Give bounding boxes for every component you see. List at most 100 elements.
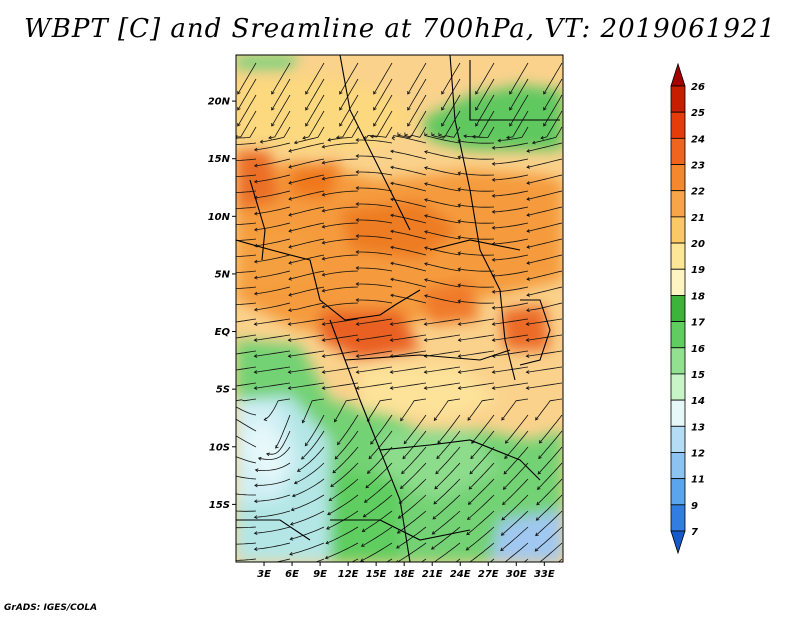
- streamline: [236, 510, 257, 512]
- streamline-arrow: [302, 135, 306, 140]
- streamlines: [220, 62, 563, 582]
- streamline: [288, 366, 325, 373]
- streamline: [433, 542, 461, 562]
- streamline: [271, 94, 291, 127]
- colorbar-label: 25: [691, 108, 705, 119]
- streamline-arrow: [305, 107, 309, 111]
- streamline: [288, 206, 325, 216]
- streamline-arrow: [538, 455, 542, 460]
- streamline-arrow: [304, 442, 309, 447]
- streamline: [254, 270, 291, 279]
- streamline: [509, 78, 529, 111]
- streamline: [328, 126, 359, 141]
- streamline: [254, 366, 291, 373]
- streamline: [322, 174, 359, 180]
- streamline-arrow: [500, 579, 503, 582]
- streamline-arrow: [526, 197, 530, 201]
- streamline: [271, 78, 291, 111]
- streamline-arrow: [475, 123, 479, 127]
- streamline-arrow: [220, 338, 223, 341]
- streamline: [424, 295, 461, 304]
- streamline-arrow: [526, 149, 530, 153]
- streamline-arrow: [423, 322, 428, 326]
- streamline: [400, 462, 427, 489]
- colorbar-label: 14: [691, 396, 705, 407]
- streamline-arrow: [491, 193, 496, 198]
- streamline: [433, 398, 461, 421]
- streamline: [431, 526, 461, 550]
- streamline-arrow: [407, 91, 411, 95]
- streamline-arrow: [506, 135, 510, 140]
- streamline-arrow: [526, 213, 530, 217]
- streamline-arrow: [288, 196, 292, 201]
- streamline: [288, 238, 325, 248]
- streamline-arrow: [253, 291, 258, 296]
- map-panel: [220, 55, 563, 582]
- streamline: [254, 542, 291, 550]
- streamline-arrow: [327, 137, 332, 142]
- streamline-arrow: [362, 513, 367, 518]
- streamline: [492, 286, 529, 293]
- streamline: [326, 510, 359, 530]
- streamline-arrow: [509, 107, 513, 111]
- streamline: [236, 398, 257, 402]
- streamline: [294, 462, 325, 484]
- streamline: [526, 174, 563, 184]
- lon-label: 6E: [285, 569, 299, 580]
- streamline: [322, 158, 359, 164]
- streamline-arrow: [424, 182, 428, 186]
- map-frame: [235, 54, 564, 563]
- streamline-arrow: [535, 517, 540, 521]
- streamline-arrow: [438, 132, 442, 137]
- colorbar-top-arrow: [670, 62, 686, 87]
- streamline-arrow: [253, 515, 258, 520]
- streamline-arrow: [457, 299, 462, 304]
- streamline: [390, 366, 427, 373]
- streamline-arrow: [321, 192, 326, 197]
- streamline: [424, 382, 461, 389]
- colorbar-swatch: [670, 373, 686, 401]
- streamline: [424, 366, 461, 373]
- streamline: [330, 462, 359, 487]
- colorbar-swatch: [670, 478, 686, 506]
- streamline: [526, 286, 563, 296]
- streamline-arrow: [467, 501, 472, 505]
- streamline: [236, 558, 257, 561]
- streamline-arrow: [355, 170, 359, 174]
- streamline-arrow: [263, 417, 268, 422]
- streamline: [356, 299, 393, 304]
- streamline-arrow: [491, 257, 496, 262]
- streamline-arrow: [430, 546, 435, 550]
- streamline: [274, 558, 291, 562]
- streamline-arrow: [491, 338, 496, 342]
- streamline-arrow: [424, 150, 428, 154]
- streamline-arrow: [224, 398, 227, 401]
- streamline-arrow: [321, 370, 326, 374]
- streamline: [390, 150, 427, 160]
- streamline: [424, 167, 461, 176]
- streamline: [526, 222, 563, 232]
- streamline-arrow: [397, 132, 401, 136]
- streamline: [396, 542, 427, 562]
- streamline: [356, 366, 393, 373]
- streamline: [433, 478, 461, 505]
- streamline-arrow: [390, 149, 394, 154]
- streamline-arrow: [220, 255, 223, 258]
- streamline: [475, 78, 495, 111]
- streamline: [400, 398, 427, 421]
- streamline: [536, 478, 563, 506]
- streamline-arrow: [355, 202, 359, 206]
- streamline: [236, 158, 257, 161]
- streamline-arrow: [500, 547, 504, 552]
- streamline-arrow: [525, 386, 530, 390]
- streamline-arrow: [390, 165, 394, 170]
- streamline-arrow: [538, 440, 543, 444]
- streamline: [322, 238, 359, 244]
- streamline-arrow: [288, 244, 292, 249]
- streamline-arrow: [491, 386, 496, 390]
- streamline: [526, 254, 563, 264]
- streamline: [260, 126, 291, 143]
- streamline-arrow: [537, 470, 542, 475]
- streamline-arrow: [535, 532, 539, 537]
- streamline: [322, 270, 359, 276]
